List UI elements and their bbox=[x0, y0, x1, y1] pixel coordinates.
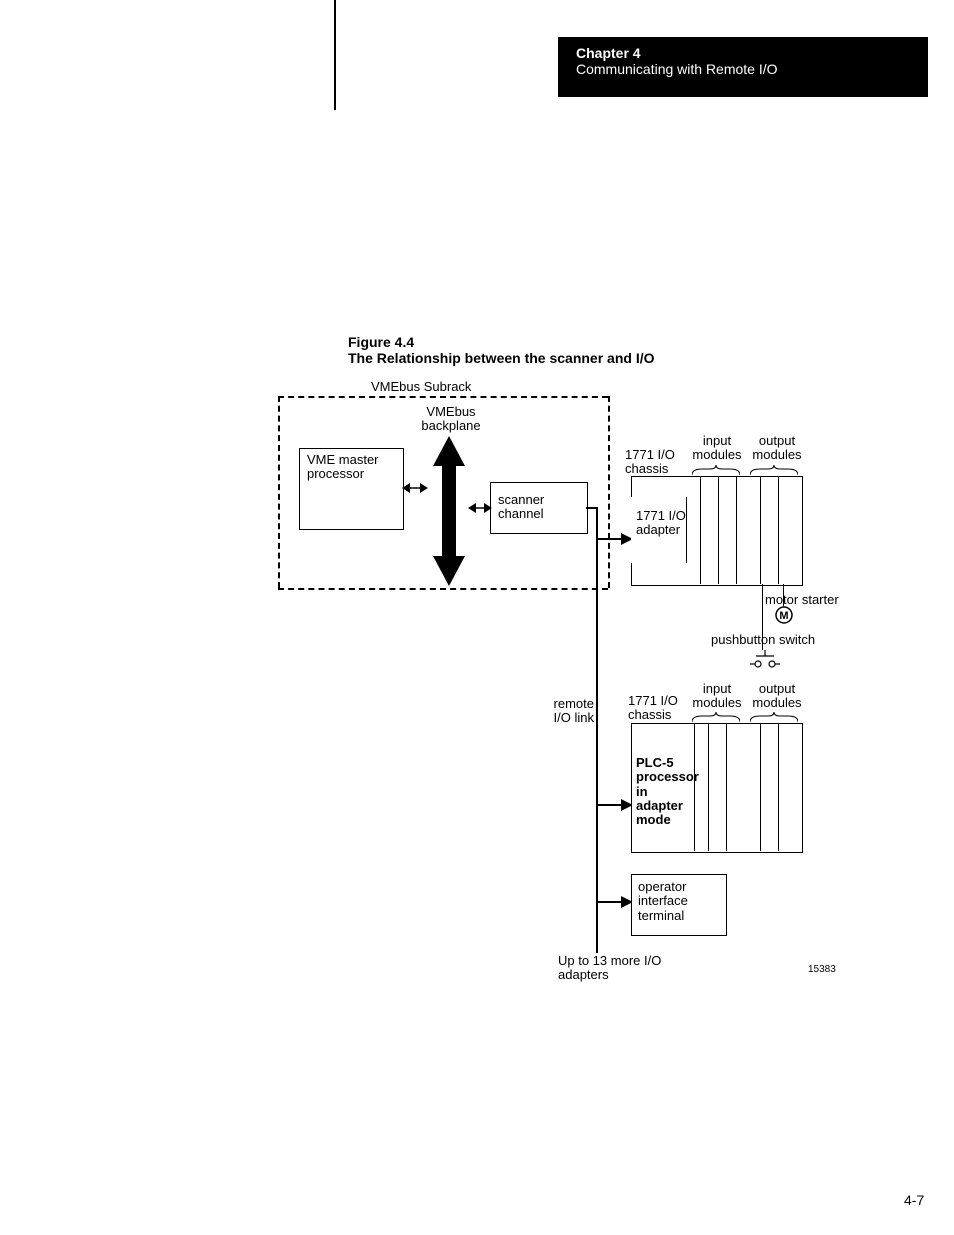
subrack-dash-right bbox=[608, 396, 610, 588]
label-scanner-channel: scanner channel bbox=[498, 493, 582, 522]
label-plc5: PLC-5 processor in adapter mode bbox=[636, 756, 694, 827]
label-vmebus-backplane: VMEbus backplane bbox=[411, 405, 491, 434]
brace1-output-icon bbox=[750, 465, 798, 475]
c1-slot3 bbox=[736, 476, 737, 584]
vmebus-backplane-arrow-icon bbox=[425, 436, 473, 586]
svg-text:M: M bbox=[779, 610, 788, 622]
c1-slot1 bbox=[700, 476, 701, 584]
pushbutton-icon bbox=[750, 650, 780, 670]
c2-slot4 bbox=[778, 723, 779, 851]
brace1-input-icon bbox=[692, 465, 740, 475]
c1-slot2 bbox=[718, 476, 719, 584]
label-output-modules2: output modules bbox=[747, 682, 807, 711]
label-input-modules2: input modules bbox=[687, 682, 747, 711]
brace2-input-icon bbox=[692, 712, 740, 722]
c1-slot4 bbox=[760, 476, 761, 584]
figure-title-2: The Relationship between the scanner and… bbox=[348, 350, 655, 366]
motor-starter-icon: M bbox=[775, 606, 793, 624]
label-chassis2: 1771 I/O chassis bbox=[628, 694, 688, 723]
vertical-separator bbox=[334, 0, 336, 110]
label-vmebus-subrack: VMEbus Subrack bbox=[371, 380, 471, 394]
c2-slot3 bbox=[760, 723, 761, 851]
label-oit: operator interface terminal bbox=[638, 880, 718, 923]
motor-starter-lead bbox=[783, 584, 784, 606]
label-remote-link: remote I/O link bbox=[539, 697, 594, 726]
c1-slot5 bbox=[778, 476, 779, 584]
scanner-to-link-line bbox=[586, 507, 598, 509]
label-vme-master: VME master processor bbox=[307, 453, 395, 482]
remote-link-line bbox=[596, 508, 598, 953]
header-bar: Chapter 4 Communicating with Remote I/O bbox=[558, 37, 928, 97]
chassis2-adapter-divider bbox=[694, 723, 695, 851]
figure-title-1: Figure 4.4 bbox=[348, 334, 414, 350]
figure-ref-number: 15383 bbox=[808, 964, 836, 975]
subrack-dash-left bbox=[278, 396, 280, 588]
c2-slot2 bbox=[726, 723, 727, 851]
arrow-backplane-scanner-icon bbox=[468, 500, 492, 516]
subrack-dash-bottom bbox=[278, 588, 608, 590]
label-output-modules1: output modules bbox=[747, 434, 807, 463]
label-1771-adapter: 1771 I/O adapter bbox=[636, 509, 686, 538]
c2-slot1 bbox=[708, 723, 709, 851]
pushbutton-lead bbox=[762, 584, 763, 650]
label-input-modules1: input modules bbox=[687, 434, 747, 463]
label-chassis1: 1771 I/O chassis bbox=[625, 448, 685, 477]
label-pushbutton: pushbutton switch bbox=[711, 633, 815, 647]
brace2-output-icon bbox=[750, 712, 798, 722]
subrack-dash-top bbox=[278, 396, 608, 398]
header-subtitle: Communicating with Remote I/O bbox=[576, 61, 910, 77]
label-more-adapters: Up to 13 more I/O adapters bbox=[558, 954, 678, 983]
header-chapter: Chapter 4 bbox=[576, 45, 910, 61]
arrow-master-backplane-icon bbox=[402, 480, 428, 496]
page-number: 4-7 bbox=[904, 1192, 924, 1208]
